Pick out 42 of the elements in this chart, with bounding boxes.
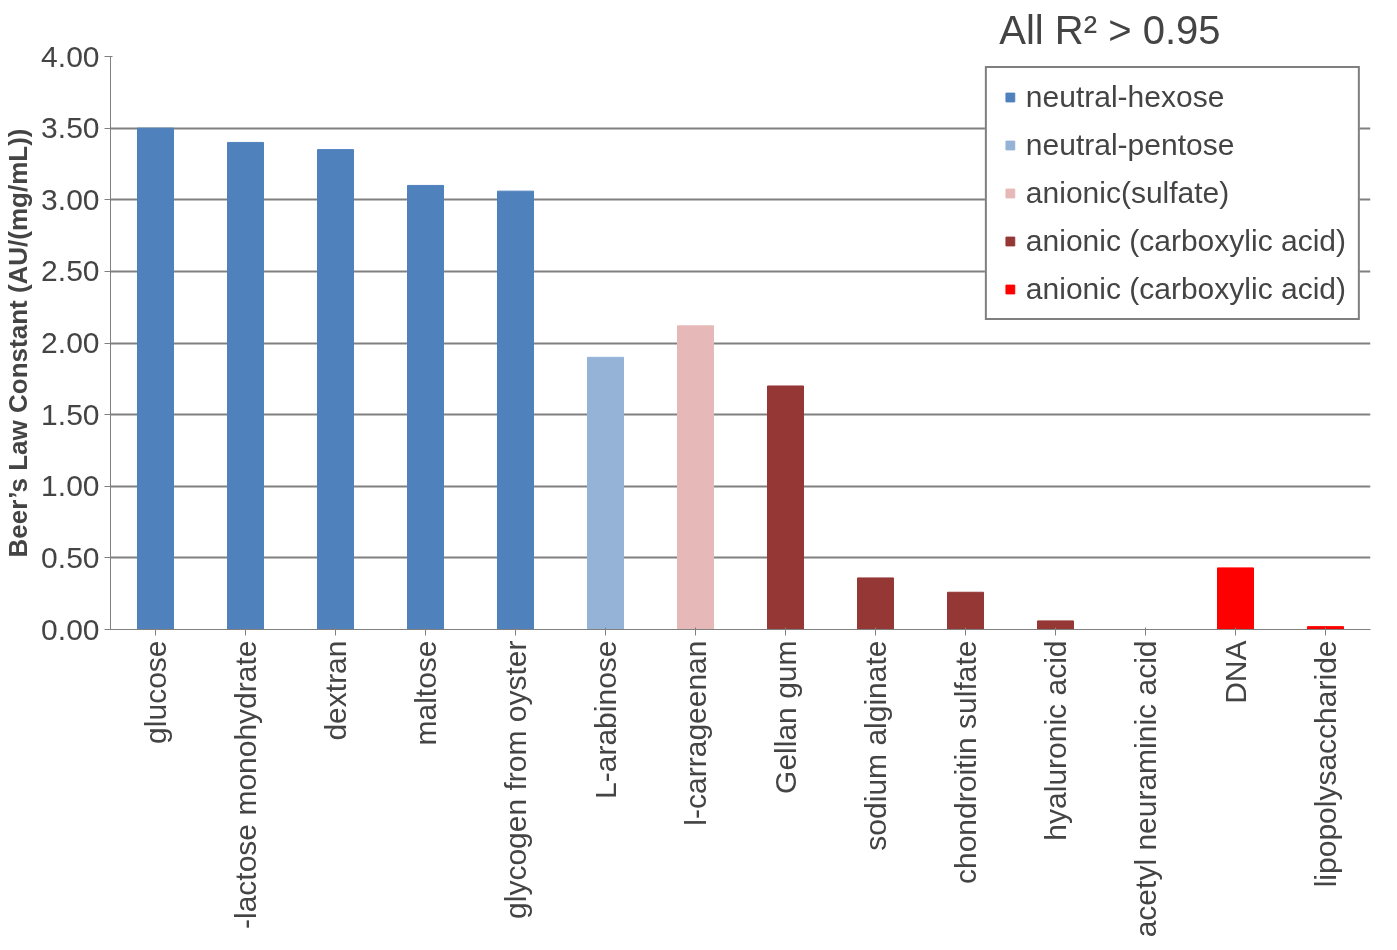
bar: [497, 190, 534, 630]
y-tick-label: 4.00: [41, 39, 100, 73]
legend-label: anionic (carboxylic acid): [1025, 272, 1346, 306]
bar: [137, 127, 174, 630]
x-tick-label: chondroitin sulfate: [949, 640, 982, 884]
legend-label: neutral-hexose: [1025, 80, 1225, 114]
y-axis-title: Beer’s Law Constant (AU/(mg/mL)): [3, 128, 34, 558]
chart-title: All R² > 0.95: [999, 7, 1221, 52]
x-tick-label: hyaluronic acid: [1039, 640, 1072, 841]
y-tick-label: 3.00: [41, 182, 100, 216]
x-tick-label: glucose: [139, 640, 172, 744]
x-tick-label: -lactose monohydrate: [229, 640, 262, 929]
y-tick-label: 0.50: [41, 540, 100, 574]
bar: [317, 149, 354, 630]
x-tick-label: DNA: [1219, 640, 1252, 704]
x-tick-label: sodium alginate: [859, 640, 892, 851]
bar: [677, 325, 714, 630]
bar: [407, 184, 444, 630]
x-tick-label: lipopolysaccharide: [1309, 640, 1342, 888]
legend-label: neutral-pentose: [1025, 128, 1235, 162]
bar: [587, 356, 624, 630]
x-tick-label: Gellan gum: [769, 640, 802, 794]
bar: [767, 385, 804, 630]
bar: [947, 591, 984, 630]
legend-label: anionic (carboxylic acid): [1025, 224, 1346, 258]
bar: [857, 577, 894, 630]
x-tick-label: maltose: [409, 640, 442, 746]
y-tick-label: 2.50: [41, 254, 100, 288]
x-tick-label: dextran: [319, 640, 352, 741]
legend-label: anionic(sulfate): [1025, 176, 1230, 210]
x-tick-label: l-carrageenan: [679, 640, 712, 826]
y-tick-label: 2.00: [41, 326, 100, 359]
y-tick-label: 1.50: [41, 397, 100, 431]
bar: [1037, 620, 1074, 630]
y-tick-label: 1.00: [41, 469, 100, 503]
y-tick-label: 0.00: [41, 612, 100, 646]
x-tick-label: L-arabinose: [589, 640, 622, 799]
bar: [1217, 567, 1254, 630]
x-tick-label: glycogen from oyster: [499, 640, 532, 919]
bar: [227, 141, 264, 630]
y-tick-label: 3.50: [41, 111, 100, 145]
x-tick-label: acetyl neuraminic acid: [1129, 640, 1162, 938]
